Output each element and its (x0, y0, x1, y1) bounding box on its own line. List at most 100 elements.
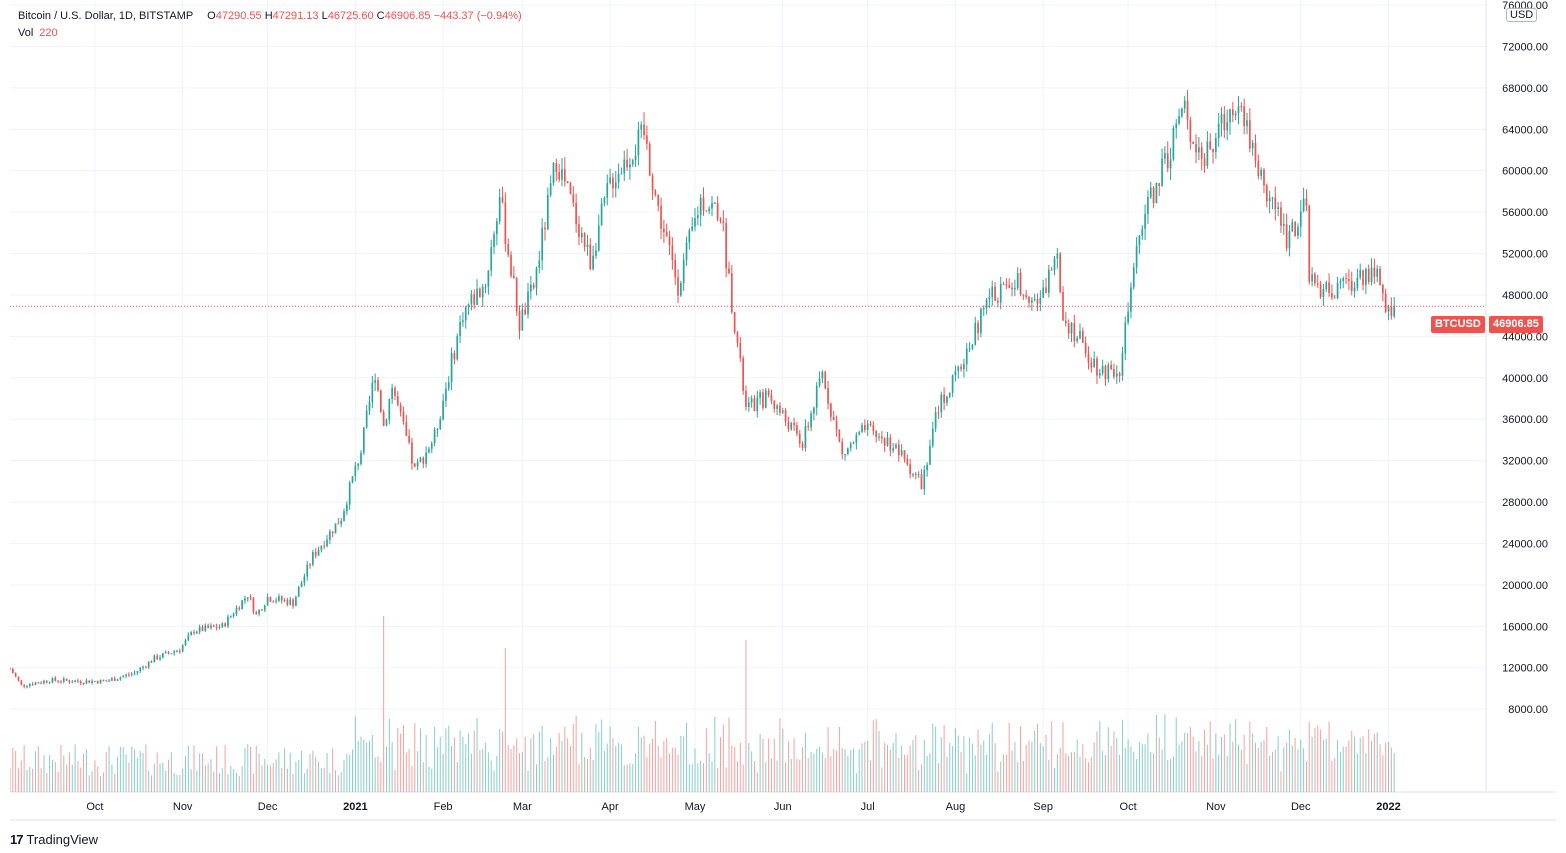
candle-body (835, 419, 838, 430)
candle-body (238, 607, 241, 610)
candle-body (1081, 331, 1084, 343)
y-tick-label: 60000.00 (1502, 166, 1548, 178)
currency-button[interactable]: USD (1506, 8, 1538, 22)
candle-body (1322, 289, 1325, 298)
candle-body (45, 680, 48, 683)
volume-bar (765, 762, 767, 792)
candle-body (1297, 226, 1299, 236)
volume-bar (487, 752, 489, 792)
candle-body (569, 182, 572, 195)
volume-bar (335, 770, 337, 792)
candle-body (173, 651, 176, 654)
candle-body (1149, 187, 1152, 198)
volume-bar (971, 743, 973, 792)
candle-body (385, 419, 388, 426)
candle-body (96, 681, 99, 684)
y-tick-label: 56000.00 (1502, 207, 1548, 219)
volume-bar (708, 753, 710, 792)
volume-bar (213, 771, 215, 792)
candle-body (470, 294, 473, 305)
volume-bar (235, 773, 237, 792)
volume-bar (286, 768, 288, 792)
candle-body (122, 676, 125, 678)
symbol-title[interactable]: Bitcoin / U.S. Dollar, 1D, BITSTAMP (18, 10, 194, 22)
candle-body (900, 450, 903, 456)
volume-bar (1062, 722, 1064, 792)
volume-bar (368, 740, 370, 792)
candle-body (668, 236, 671, 246)
candle-body (1198, 147, 1200, 153)
candle-body (57, 680, 59, 682)
volume-bar (935, 726, 937, 792)
volume-bar (603, 751, 605, 792)
volume-bar (85, 749, 87, 792)
volume-bar (785, 762, 787, 792)
volume-bar (1034, 730, 1036, 792)
candle-body (1282, 224, 1285, 226)
low-key: L (321, 10, 328, 22)
volume-bar (510, 748, 512, 792)
candle-body (88, 680, 91, 683)
chart-frame[interactable]: 8000.00 12000.00 16000.00 20000.00 24000.00 2… (10, 0, 1556, 822)
candle-body (1073, 322, 1076, 342)
volume-bar (861, 743, 863, 792)
candle-body (419, 457, 422, 462)
candle-body (142, 666, 144, 668)
candle-body (1101, 365, 1104, 374)
candle-body (535, 268, 538, 288)
volume-bar (422, 762, 424, 792)
candle-body (1291, 221, 1294, 232)
volume-bar (428, 766, 430, 792)
volume-bar (762, 738, 764, 792)
candle-body (1359, 270, 1362, 278)
candle-body (48, 682, 51, 684)
volume-bar (1025, 744, 1027, 792)
volume-bar (224, 744, 226, 792)
volume-bar (54, 761, 56, 792)
candle-body (818, 378, 821, 386)
volume-bar (524, 736, 526, 792)
volume-bar (451, 745, 453, 792)
volume-bar (346, 753, 348, 792)
candle-body (362, 427, 365, 453)
candle-body (416, 461, 419, 467)
candle-body (1169, 159, 1172, 169)
tradingview-logo-icon[interactable]: 17 (10, 831, 24, 847)
candle-body (957, 366, 960, 371)
candle-body (1127, 311, 1129, 323)
volume-bar (598, 731, 600, 792)
candle-body (779, 405, 781, 413)
volume-bar (705, 728, 707, 792)
volume-bar (230, 766, 232, 792)
volume-bar (250, 746, 252, 792)
volume-bar (105, 751, 107, 792)
volume-bar (258, 753, 260, 792)
volume-bar (1119, 754, 1121, 792)
volume-bar (533, 734, 535, 792)
candle-body (1356, 277, 1359, 288)
volume-bar (462, 737, 464, 792)
volume-bar (830, 756, 832, 792)
candle-body (272, 601, 275, 603)
volume-bar (383, 616, 385, 792)
candle-body (402, 411, 405, 422)
candle-body (1147, 197, 1149, 215)
candle-body (572, 194, 575, 203)
volume-bar (1376, 732, 1378, 792)
candle-body (767, 390, 770, 396)
volume-label[interactable]: Vol (18, 27, 34, 39)
candle-body (425, 452, 427, 464)
volume-bar (377, 756, 379, 792)
volume-bar (111, 764, 113, 792)
candle-body (1280, 207, 1282, 226)
candle-body (555, 162, 558, 173)
volume-bar (40, 768, 42, 792)
candle-body (467, 304, 470, 308)
brand-name[interactable]: TradingView (26, 831, 99, 847)
volume-bar (1388, 742, 1390, 792)
volume-bar (1042, 746, 1044, 792)
price-chart[interactable]: 8000.00 12000.00 16000.00 20000.00 24000.00 2… (10, 0, 1556, 822)
volume-bar (1223, 734, 1225, 792)
candle-body (1152, 187, 1155, 204)
candle-body (1059, 253, 1062, 292)
